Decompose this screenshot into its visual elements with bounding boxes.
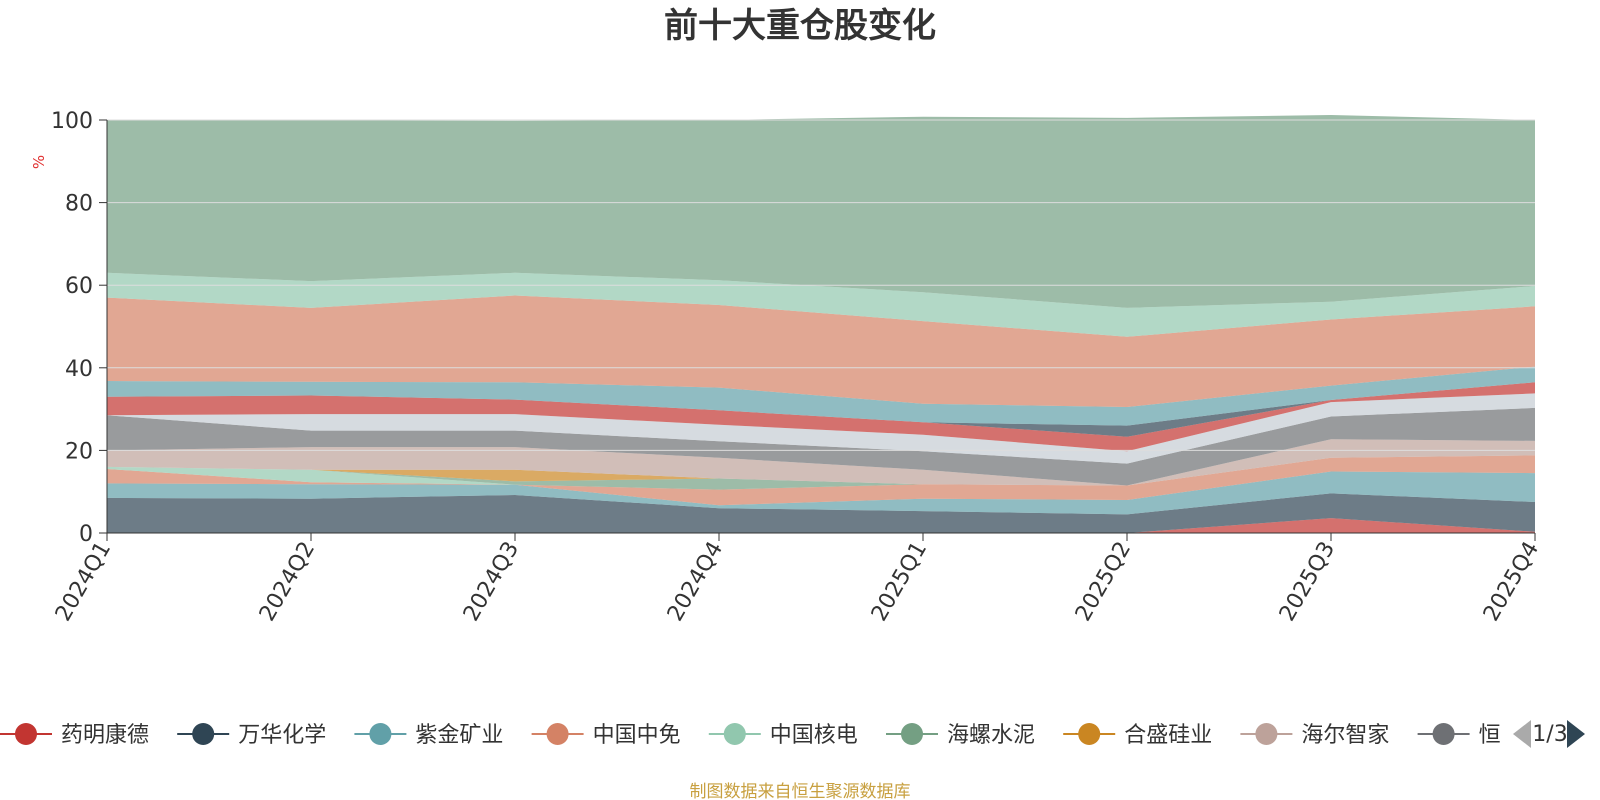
- legend-marker-icon: [546, 723, 569, 745]
- legend-item-4[interactable]: 中国核电: [708, 723, 858, 748]
- legend-label: 恒: [1479, 723, 1501, 748]
- area-series-15: [107, 115, 1535, 308]
- legend-marker-icon: [369, 723, 392, 745]
- legend-marker-icon: [1432, 723, 1455, 745]
- legend: 药明康德 万华化学 紫金矿业 中国中免 中国核电 海螺水泥 合盛硅业 海尔智家 恒: [0, 723, 1501, 748]
- legend-label: 紫金矿业: [415, 723, 503, 748]
- legend-label: 万华化学: [238, 723, 326, 748]
- area-series-13: [107, 295, 1535, 407]
- legend-label: 中国中免: [593, 723, 681, 748]
- area-series-9: [107, 393, 1535, 464]
- area-series-8: [107, 407, 1535, 486]
- legend-item-8[interactable]: 恒: [1417, 723, 1501, 748]
- y-tick-label-2: 40: [65, 357, 93, 382]
- legend-label: 药明康德: [61, 723, 149, 748]
- y-axis-unit: %: [30, 155, 48, 169]
- data-source-note: 制图数据来自恒生聚源数据库: [690, 782, 911, 800]
- y-tick-label-4: 80: [65, 192, 93, 217]
- y-tick-label-1: 20: [65, 439, 93, 464]
- area-series-5: [107, 455, 1535, 490]
- legend-item-0[interactable]: 药明康德: [0, 723, 149, 748]
- area-series-12: [107, 366, 1535, 426]
- legend-label: 海螺水泥: [947, 723, 1035, 748]
- x-tick-label-0: 2024Q1: [51, 538, 116, 626]
- legend-label: 中国核电: [770, 723, 858, 748]
- x-tick-label-1: 2024Q2: [255, 538, 320, 626]
- legend-marker-icon: [723, 723, 746, 745]
- legend-prev-arrow-icon[interactable]: [1513, 720, 1531, 748]
- x-tick-label-3: 2024Q4: [663, 538, 728, 626]
- legend-marker-icon: [1255, 723, 1278, 745]
- legend-pager: 1/3: [1513, 720, 1585, 748]
- x-tick-label-6: 2025Q3: [1275, 538, 1340, 626]
- area-series-14: [107, 272, 1535, 337]
- legend-marker-icon: [1078, 723, 1101, 745]
- chart-title: 前十大重仓股变化: [664, 6, 936, 46]
- area-series-4: [107, 455, 1535, 490]
- area-series-3: [107, 455, 1535, 506]
- legend-label: 海尔智家: [1301, 723, 1389, 748]
- x-tick-label-7: 2025Q4: [1479, 538, 1544, 626]
- y-tick-label-3: 60: [65, 274, 93, 299]
- legend-item-5[interactable]: 海螺水泥: [886, 723, 1035, 748]
- y-tick-label-0: 0: [79, 522, 93, 547]
- legend-item-6[interactable]: 合盛硅业: [1063, 723, 1212, 748]
- area-series-1: [107, 493, 1535, 533]
- legend-item-1[interactable]: 万华化学: [177, 723, 326, 748]
- legend-item-2[interactable]: 紫金矿业: [354, 723, 503, 748]
- area-series-0: [107, 518, 1535, 533]
- legend-item-3[interactable]: 中国中免: [531, 723, 681, 748]
- area-series-11: [107, 382, 1535, 437]
- x-tick-label-5: 2025Q2: [1071, 538, 1136, 626]
- legend-page-indicator: 1/3: [1532, 722, 1567, 747]
- plot-area: [107, 115, 1535, 533]
- x-tick-label-2: 2024Q3: [459, 538, 524, 626]
- legend-next-arrow-icon[interactable]: [1567, 720, 1585, 748]
- area-series-10: [107, 382, 1535, 452]
- legend-marker-icon: [192, 723, 215, 745]
- y-tick-label-5: 100: [51, 109, 93, 134]
- legend-item-7[interactable]: 海尔智家: [1240, 723, 1389, 748]
- area-series-6: [107, 455, 1535, 486]
- legend-label: 合盛硅业: [1124, 723, 1212, 748]
- legend-marker-icon: [901, 723, 923, 745]
- x-tick-label-4: 2025Q1: [867, 538, 932, 626]
- legend-marker-icon: [15, 723, 37, 745]
- area-series-2: [107, 471, 1535, 515]
